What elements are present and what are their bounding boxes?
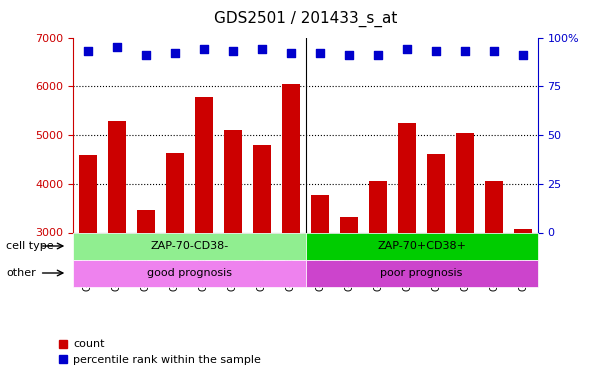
Text: good prognosis: good prognosis xyxy=(147,268,232,278)
Bar xyxy=(311,195,329,232)
Bar xyxy=(79,156,97,232)
Bar xyxy=(485,181,503,232)
Bar xyxy=(196,97,213,232)
Point xyxy=(141,52,151,58)
Point xyxy=(228,48,238,54)
Bar xyxy=(224,130,241,232)
Point xyxy=(402,46,412,52)
Text: ZAP-70+CD38+: ZAP-70+CD38+ xyxy=(377,241,466,251)
Bar xyxy=(137,210,155,232)
Point xyxy=(460,48,470,54)
Text: other: other xyxy=(6,268,36,278)
Bar xyxy=(514,229,532,232)
Point xyxy=(83,48,93,54)
Text: poor prognosis: poor prognosis xyxy=(381,268,463,278)
Bar xyxy=(166,153,184,232)
Point xyxy=(199,46,209,52)
Bar xyxy=(369,181,387,232)
Bar xyxy=(108,122,126,232)
Point xyxy=(344,52,354,58)
Point xyxy=(315,50,325,56)
Point xyxy=(257,46,267,52)
Bar xyxy=(254,145,271,232)
Point xyxy=(112,44,122,50)
Point xyxy=(286,50,296,56)
Legend: count, percentile rank within the sample: count, percentile rank within the sample xyxy=(54,335,266,369)
Bar xyxy=(340,217,357,232)
Point xyxy=(518,52,528,58)
Bar xyxy=(427,153,445,232)
Bar xyxy=(456,133,474,232)
Point xyxy=(373,52,383,58)
Point xyxy=(431,48,441,54)
Point xyxy=(170,50,180,56)
Bar xyxy=(282,84,299,232)
Text: ZAP-70-CD38-: ZAP-70-CD38- xyxy=(150,241,229,251)
Bar xyxy=(398,123,415,232)
Point xyxy=(489,48,499,54)
Text: cell type: cell type xyxy=(6,241,54,251)
Text: GDS2501 / 201433_s_at: GDS2501 / 201433_s_at xyxy=(214,11,397,27)
